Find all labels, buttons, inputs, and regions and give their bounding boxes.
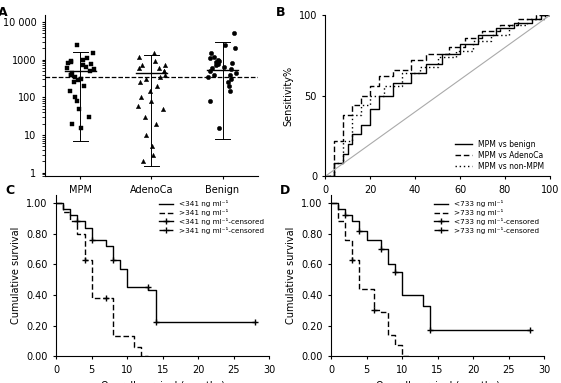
Legend: <733 ng ml⁻¹, >733 ng ml⁻¹, <733 ng ml⁻¹-censored, >733 ng ml⁻¹-censored: <733 ng ml⁻¹, >733 ng ml⁻¹, <733 ng ml⁻¹…: [433, 199, 541, 235]
Point: [68, 70, 77, 76]
Point: [84, 114, 93, 120]
Point: [227, 60, 236, 66]
Text: B: B: [276, 6, 286, 19]
Point: [141, 76, 150, 82]
Point: [160, 62, 169, 69]
Point: [213, 57, 222, 63]
Point: [66, 58, 75, 64]
Point: [148, 143, 157, 149]
Point: [211, 59, 220, 65]
Point: [206, 98, 215, 104]
Point: [159, 68, 168, 74]
X-axis label: Overall survival (months): Overall survival (months): [100, 380, 225, 383]
Point: [89, 50, 98, 56]
Point: [214, 125, 223, 131]
Point: [159, 105, 168, 111]
Point: [155, 65, 164, 71]
Point: [152, 83, 161, 89]
Point: [156, 74, 165, 80]
Point: [148, 152, 157, 158]
Point: [219, 64, 228, 70]
Point: [208, 65, 217, 71]
Point: [206, 50, 215, 56]
Point: [212, 62, 221, 69]
Point: [138, 158, 147, 164]
Point: [70, 79, 79, 85]
Point: [232, 70, 241, 76]
Point: [66, 88, 75, 94]
Point: [227, 76, 236, 82]
Point: [74, 77, 83, 83]
Point: [136, 94, 145, 100]
Point: [82, 64, 91, 70]
Point: [160, 68, 169, 74]
Point: [150, 58, 159, 64]
Point: [230, 45, 239, 51]
Point: [72, 98, 81, 104]
X-axis label: 100% - specificity%: 100% - specificity%: [390, 200, 485, 210]
Point: [206, 68, 215, 74]
Point: [151, 121, 160, 127]
Point: [137, 62, 146, 69]
Point: [205, 55, 214, 61]
Point: [79, 83, 88, 89]
Point: [145, 88, 154, 94]
Point: [72, 41, 81, 47]
Point: [221, 41, 230, 47]
Text: A: A: [0, 6, 8, 19]
Point: [67, 72, 76, 79]
Point: [70, 74, 79, 80]
Point: [63, 60, 72, 66]
Point: [67, 121, 76, 127]
Point: [75, 105, 84, 111]
Point: [89, 66, 98, 72]
Point: [226, 88, 234, 94]
Point: [134, 103, 142, 109]
Point: [229, 30, 238, 36]
Text: C: C: [5, 184, 14, 197]
Point: [77, 76, 86, 82]
Point: [224, 83, 233, 89]
Y-axis label: Cumulative survival: Cumulative survival: [286, 227, 296, 324]
Point: [141, 132, 150, 138]
Point: [66, 59, 75, 65]
Point: [82, 55, 91, 61]
Point: [134, 54, 143, 60]
Point: [160, 72, 169, 78]
Text: D: D: [280, 184, 290, 197]
Point: [79, 62, 88, 69]
Legend: MPM vs benign, MPM vs AdenoCa, MPM vs non-MPM: MPM vs benign, MPM vs AdenoCa, MPM vs no…: [454, 139, 546, 172]
Point: [215, 58, 224, 64]
Point: [147, 98, 156, 104]
Point: [70, 94, 79, 100]
Point: [86, 61, 95, 67]
Legend: <341 ng ml⁻¹, >341 ng ml⁻¹, <341 ng ml⁻¹-censored, >341 ng ml⁻¹-censored: <341 ng ml⁻¹, >341 ng ml⁻¹, <341 ng ml⁻¹…: [158, 199, 266, 235]
Point: [76, 125, 85, 131]
Point: [67, 72, 76, 78]
Point: [214, 61, 223, 67]
Y-axis label: Cumulative survival: Cumulative survival: [11, 227, 21, 324]
Point: [79, 57, 88, 63]
Point: [85, 68, 94, 74]
Point: [135, 65, 144, 71]
Point: [140, 114, 149, 120]
Point: [227, 66, 236, 72]
Point: [136, 79, 145, 85]
Point: [226, 72, 234, 78]
Point: [209, 72, 218, 79]
Point: [62, 65, 71, 71]
Point: [204, 74, 213, 80]
X-axis label: Overall survival (months): Overall survival (months): [375, 380, 500, 383]
Point: [224, 79, 233, 85]
Point: [209, 54, 218, 60]
Y-axis label: Sensitivity%: Sensitivity%: [283, 66, 293, 126]
Point: [150, 50, 159, 56]
